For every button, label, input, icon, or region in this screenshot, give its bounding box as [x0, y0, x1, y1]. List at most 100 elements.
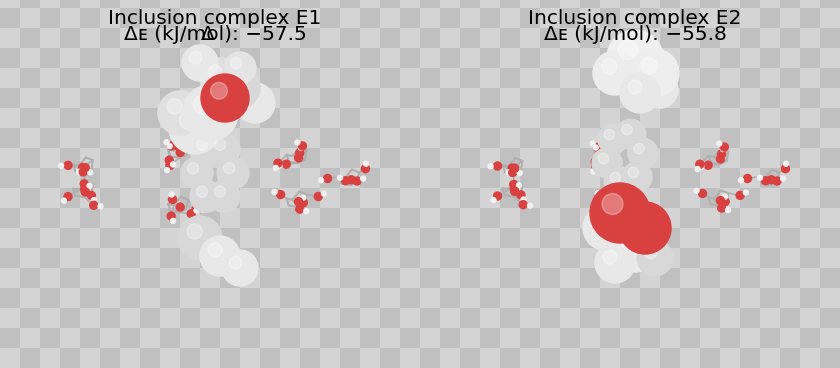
- Circle shape: [295, 198, 302, 206]
- Bar: [500, 48, 520, 68]
- Bar: [80, 148, 100, 168]
- Circle shape: [717, 150, 726, 158]
- Circle shape: [699, 164, 704, 169]
- Bar: [680, 248, 700, 268]
- Bar: [620, 328, 640, 348]
- Bar: [760, 168, 780, 188]
- Bar: [700, 308, 720, 328]
- Bar: [220, 348, 240, 368]
- Bar: [740, 228, 760, 248]
- Bar: [0, 268, 20, 288]
- Bar: [580, 68, 600, 88]
- Bar: [100, 248, 120, 268]
- Bar: [460, 228, 480, 248]
- Bar: [200, 228, 220, 248]
- Bar: [520, 248, 540, 268]
- Bar: [40, 228, 60, 248]
- Circle shape: [628, 80, 642, 94]
- Bar: [260, 288, 280, 308]
- Circle shape: [197, 186, 207, 197]
- Circle shape: [593, 143, 601, 151]
- Bar: [400, 68, 420, 88]
- Bar: [440, 28, 460, 48]
- Bar: [600, 88, 620, 108]
- Circle shape: [596, 163, 601, 168]
- Bar: [700, 128, 720, 148]
- Bar: [240, 148, 260, 168]
- Bar: [420, 208, 440, 228]
- Circle shape: [176, 203, 184, 211]
- Bar: [40, 168, 60, 188]
- Bar: [440, 288, 460, 308]
- Circle shape: [176, 148, 184, 156]
- Circle shape: [201, 74, 249, 122]
- Bar: [500, 248, 520, 268]
- Bar: [320, 308, 340, 328]
- Circle shape: [738, 178, 743, 183]
- Bar: [560, 268, 580, 288]
- Bar: [320, 168, 340, 188]
- Bar: [720, 128, 740, 148]
- Bar: [120, 228, 140, 248]
- Circle shape: [717, 155, 724, 163]
- Bar: [460, 148, 480, 168]
- Bar: [820, 28, 840, 48]
- Bar: [180, 68, 200, 88]
- Bar: [540, 128, 560, 148]
- Bar: [260, 208, 280, 228]
- Bar: [480, 168, 500, 188]
- Bar: [500, 308, 520, 328]
- Bar: [480, 348, 500, 368]
- Bar: [600, 228, 620, 248]
- Circle shape: [222, 250, 258, 286]
- Bar: [820, 208, 840, 228]
- Bar: [740, 0, 760, 8]
- Bar: [60, 8, 80, 28]
- Bar: [780, 128, 800, 148]
- Bar: [720, 228, 740, 248]
- Bar: [20, 348, 40, 368]
- Bar: [560, 28, 580, 48]
- Bar: [720, 268, 740, 288]
- Bar: [260, 328, 280, 348]
- Bar: [160, 188, 180, 208]
- Bar: [660, 128, 680, 148]
- Circle shape: [81, 180, 88, 188]
- Circle shape: [342, 177, 349, 185]
- Bar: [680, 328, 700, 348]
- Bar: [640, 328, 660, 348]
- Circle shape: [171, 219, 176, 223]
- Bar: [500, 148, 520, 168]
- Bar: [720, 8, 740, 28]
- Bar: [480, 248, 500, 268]
- Circle shape: [181, 157, 213, 189]
- Bar: [160, 308, 180, 328]
- Bar: [420, 268, 440, 288]
- Circle shape: [85, 186, 90, 191]
- Bar: [260, 8, 280, 28]
- Bar: [520, 208, 540, 228]
- Bar: [40, 128, 60, 148]
- Circle shape: [618, 203, 627, 211]
- Bar: [640, 0, 660, 8]
- Bar: [260, 168, 280, 188]
- Circle shape: [634, 143, 644, 154]
- Bar: [40, 108, 60, 128]
- Bar: [440, 268, 460, 288]
- Bar: [240, 0, 260, 8]
- Bar: [80, 328, 100, 348]
- Bar: [400, 288, 420, 308]
- Bar: [40, 28, 60, 48]
- Bar: [120, 68, 140, 88]
- Bar: [80, 88, 100, 108]
- Bar: [760, 8, 780, 28]
- Circle shape: [98, 204, 103, 209]
- Bar: [100, 148, 120, 168]
- Bar: [600, 0, 620, 8]
- Circle shape: [592, 148, 622, 178]
- Circle shape: [717, 141, 722, 146]
- Bar: [180, 0, 200, 8]
- Bar: [400, 328, 420, 348]
- Bar: [200, 28, 220, 48]
- Circle shape: [272, 190, 277, 195]
